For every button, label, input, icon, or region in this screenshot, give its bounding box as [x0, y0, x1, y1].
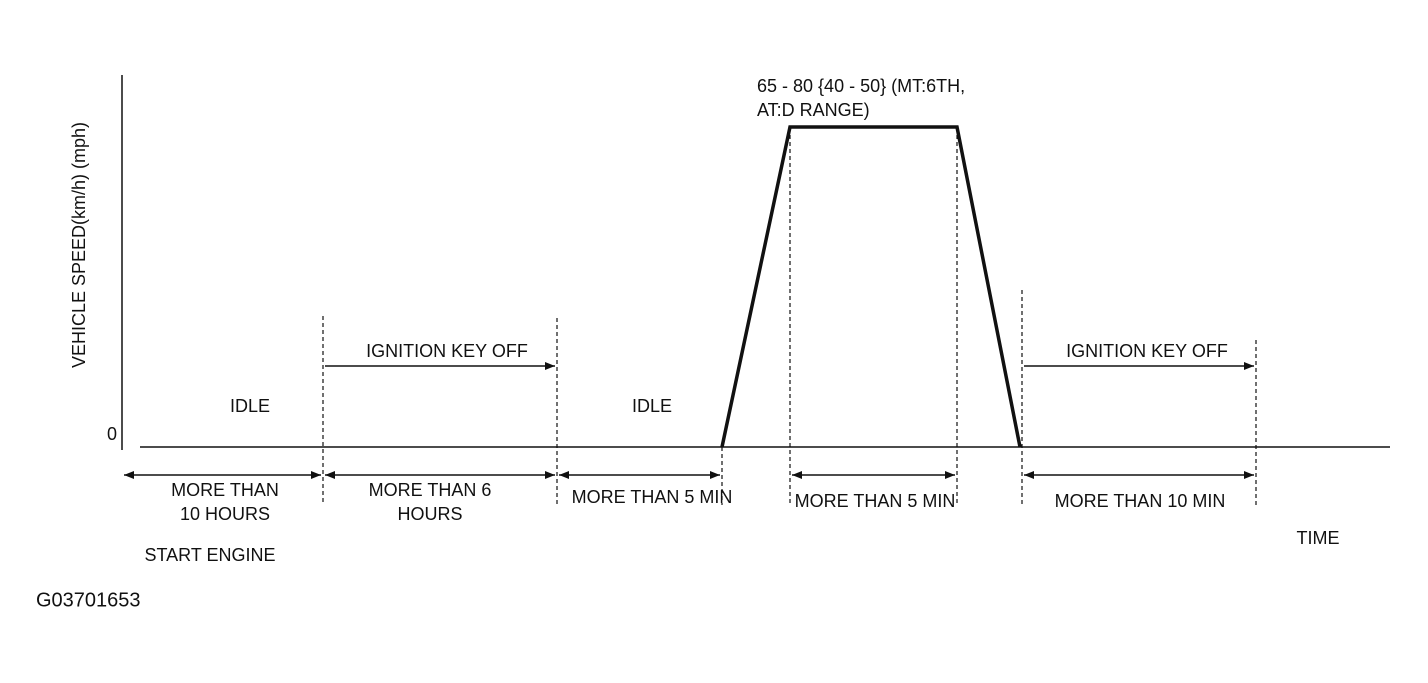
duration-label: 10 HOURS [180, 504, 270, 524]
zero-label: 0 [107, 424, 117, 444]
duration-arrows [124, 362, 1254, 479]
duration-label: MORE THAN 10 MIN [1055, 491, 1226, 511]
speed-trace [720, 125, 1022, 448]
duration-label: MORE THAN 6 [369, 480, 492, 500]
phase-boundaries [322, 135, 1257, 505]
phase-label: IDLE [632, 396, 672, 416]
speed-note: 65 - 80 {40 - 50} (MT:6TH, [757, 76, 965, 96]
x-axis-label: TIME [1297, 528, 1340, 548]
start-label: START ENGINE [144, 545, 275, 565]
phase-label: IDLE [230, 396, 270, 416]
duration-label: MORE THAN [171, 480, 279, 500]
duration-label: MORE THAN 5 MIN [572, 487, 733, 507]
figure-id: G03701653 [36, 589, 141, 611]
speed-note: AT:D RANGE) [757, 100, 870, 120]
duration-label: MORE THAN 5 MIN [795, 491, 956, 511]
phase-label: IGNITION KEY OFF [1066, 341, 1228, 361]
phase-label: IGNITION KEY OFF [366, 341, 528, 361]
y-axis-label: VEHICLE SPEED(km/h) (mph) [69, 122, 89, 368]
duration-label: HOURS [397, 504, 462, 524]
